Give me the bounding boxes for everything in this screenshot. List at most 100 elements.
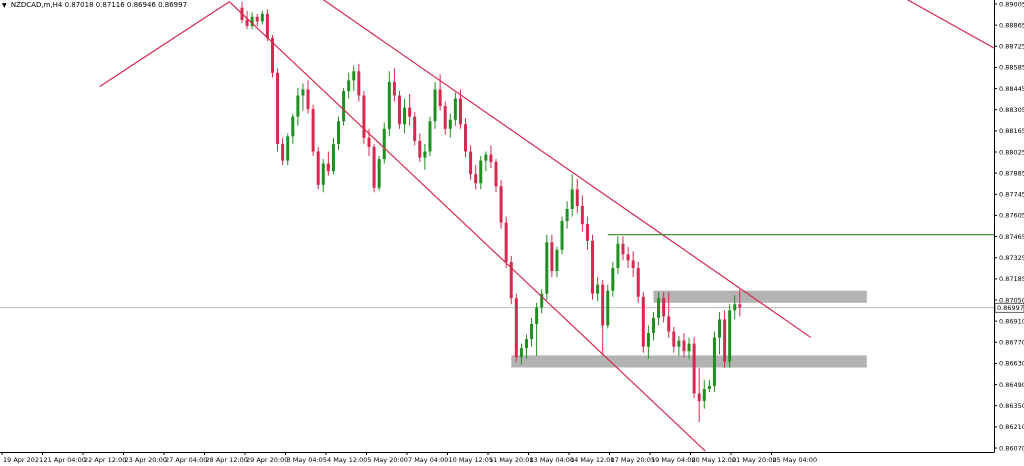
candle-body bbox=[641, 296, 645, 347]
x-tick-label: 17 May 20:05 bbox=[611, 456, 656, 464]
y-tick-label: 0.88165 bbox=[999, 127, 1024, 135]
trendline-1[interactable] bbox=[228, 1, 706, 452]
y-tick-label: 0.87605 bbox=[999, 212, 1024, 220]
candle bbox=[382, 122, 386, 164]
menu-triangle-icon[interactable]: ▼ bbox=[2, 2, 7, 9]
candle bbox=[479, 156, 483, 190]
candle bbox=[550, 234, 554, 278]
candle-body bbox=[474, 174, 478, 184]
trendline-0[interactable] bbox=[99, 1, 230, 87]
y-tick-label: 0.88585 bbox=[999, 64, 1024, 72]
x-tick-label: 3 May 04:05 bbox=[287, 456, 327, 464]
candle bbox=[631, 251, 635, 278]
candle bbox=[265, 9, 269, 42]
candle bbox=[357, 63, 361, 102]
candle bbox=[651, 311, 655, 341]
candle-body bbox=[540, 293, 544, 308]
candle bbox=[540, 289, 544, 314]
candle-body bbox=[245, 19, 249, 26]
candle bbox=[499, 180, 503, 229]
candle-body bbox=[519, 348, 523, 358]
candle bbox=[570, 174, 574, 217]
candle bbox=[616, 236, 620, 275]
x-tick-label: 19 Apr 2021 bbox=[3, 456, 43, 464]
y-tick-label: 0.88025 bbox=[999, 148, 1024, 156]
candle bbox=[458, 89, 462, 129]
candle bbox=[545, 234, 549, 300]
candle-body bbox=[408, 107, 412, 117]
candle bbox=[337, 116, 341, 150]
candle-body bbox=[418, 140, 422, 158]
x-tick-label: 21 May 20:00 bbox=[732, 456, 777, 464]
candle bbox=[723, 310, 727, 368]
candle-body bbox=[260, 13, 264, 22]
x-tick-label: 28 Apr 12:00 bbox=[206, 456, 248, 464]
y-tick-label: 0.86910 bbox=[999, 317, 1024, 325]
candle-body bbox=[321, 163, 325, 185]
candle bbox=[372, 143, 376, 193]
candle-body bbox=[397, 95, 401, 125]
candle-body bbox=[682, 340, 686, 352]
candle-body bbox=[377, 159, 381, 188]
candle bbox=[291, 113, 295, 144]
candle bbox=[352, 65, 356, 91]
candle bbox=[728, 304, 732, 368]
candle-body bbox=[337, 121, 341, 144]
candle bbox=[296, 87, 300, 126]
y-tick-label: 0.88305 bbox=[999, 106, 1024, 114]
candle bbox=[433, 81, 437, 129]
candle-body bbox=[392, 81, 396, 96]
candle bbox=[413, 112, 417, 146]
trendline-3[interactable] bbox=[895, 0, 1017, 61]
candle-body bbox=[712, 337, 716, 386]
chart-header: ▼ NZDCAD,m,H4 0.87018 0.87116 0.86946 0.… bbox=[2, 1, 187, 9]
y-tick-label: 0.86210 bbox=[999, 423, 1024, 431]
candle-body bbox=[342, 90, 346, 122]
candle-body bbox=[570, 189, 574, 209]
candle-body bbox=[326, 163, 330, 172]
candle bbox=[469, 145, 473, 181]
candle bbox=[418, 133, 422, 163]
candle bbox=[580, 195, 584, 232]
candle-body bbox=[575, 189, 579, 206]
trendlines[interactable] bbox=[99, 0, 1017, 452]
x-tick-label: 11 May 20:00 bbox=[489, 456, 534, 464]
candle-body bbox=[616, 243, 620, 268]
candle bbox=[718, 311, 722, 355]
candle bbox=[682, 333, 686, 358]
candle bbox=[519, 343, 523, 365]
candle-body bbox=[606, 290, 610, 326]
candle bbox=[326, 151, 330, 176]
candle-body bbox=[631, 260, 635, 268]
candle bbox=[657, 292, 661, 326]
candle bbox=[530, 317, 534, 347]
candle-body bbox=[372, 146, 376, 188]
candle bbox=[535, 302, 539, 356]
candle-body bbox=[428, 121, 432, 152]
trendline-2[interactable] bbox=[313, 0, 812, 339]
candle bbox=[524, 334, 528, 359]
candle-body bbox=[580, 205, 584, 225]
candle-body bbox=[545, 242, 549, 294]
candle-body bbox=[458, 98, 462, 125]
zone-1[interactable] bbox=[511, 355, 867, 368]
candle-body bbox=[585, 224, 589, 241]
candle bbox=[428, 116, 432, 157]
y-tick-label: 0.87185 bbox=[999, 275, 1024, 283]
candle bbox=[636, 261, 640, 303]
current-price-label-box bbox=[994, 302, 1024, 313]
candle-body bbox=[697, 393, 701, 402]
candle bbox=[662, 292, 666, 323]
candle-body bbox=[651, 317, 655, 334]
x-tick-label: 13 May 04:00 bbox=[530, 456, 575, 464]
x-tick-label: 21 Apr 04:00 bbox=[44, 456, 86, 464]
y-tick-label: 0.88865 bbox=[999, 21, 1024, 29]
candle-body bbox=[469, 151, 473, 175]
candle-body bbox=[464, 124, 468, 152]
candle bbox=[245, 10, 249, 29]
zone-0[interactable] bbox=[653, 290, 867, 303]
candle-body bbox=[301, 89, 305, 96]
candle bbox=[362, 90, 366, 144]
